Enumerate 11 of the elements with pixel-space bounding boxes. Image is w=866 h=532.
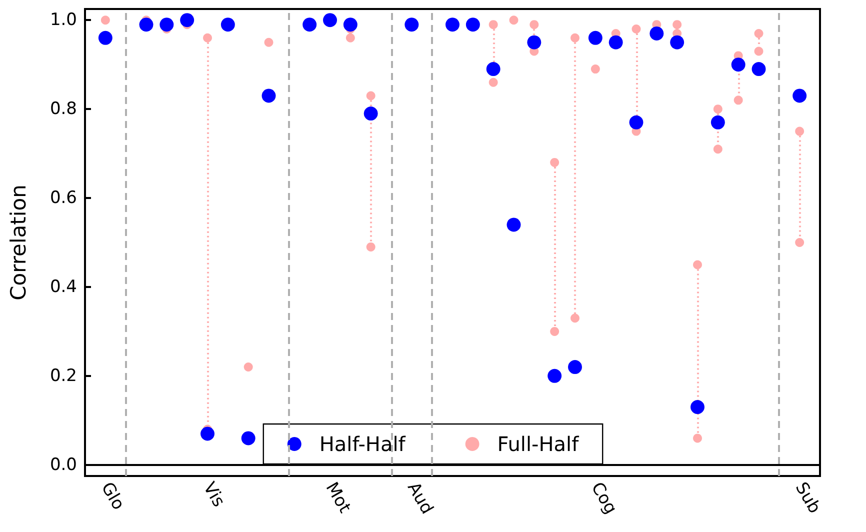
y-tick-label: 1.0 <box>50 10 77 30</box>
y-axis-title: Correlation <box>6 184 30 300</box>
x-tick-label: Glo <box>96 479 128 514</box>
y-tick-label: 0.0 <box>50 454 77 475</box>
legend-label: Half-Half <box>319 432 406 456</box>
legend-label: Full-Half <box>497 432 580 456</box>
y-tick-label: 0.6 <box>50 188 77 208</box>
y-tick-label: 0.4 <box>50 276 77 297</box>
x-tick-label: Vis <box>198 479 229 511</box>
y-tick-label: 0.2 <box>50 366 77 386</box>
y-tick-label: 0.8 <box>50 99 77 120</box>
